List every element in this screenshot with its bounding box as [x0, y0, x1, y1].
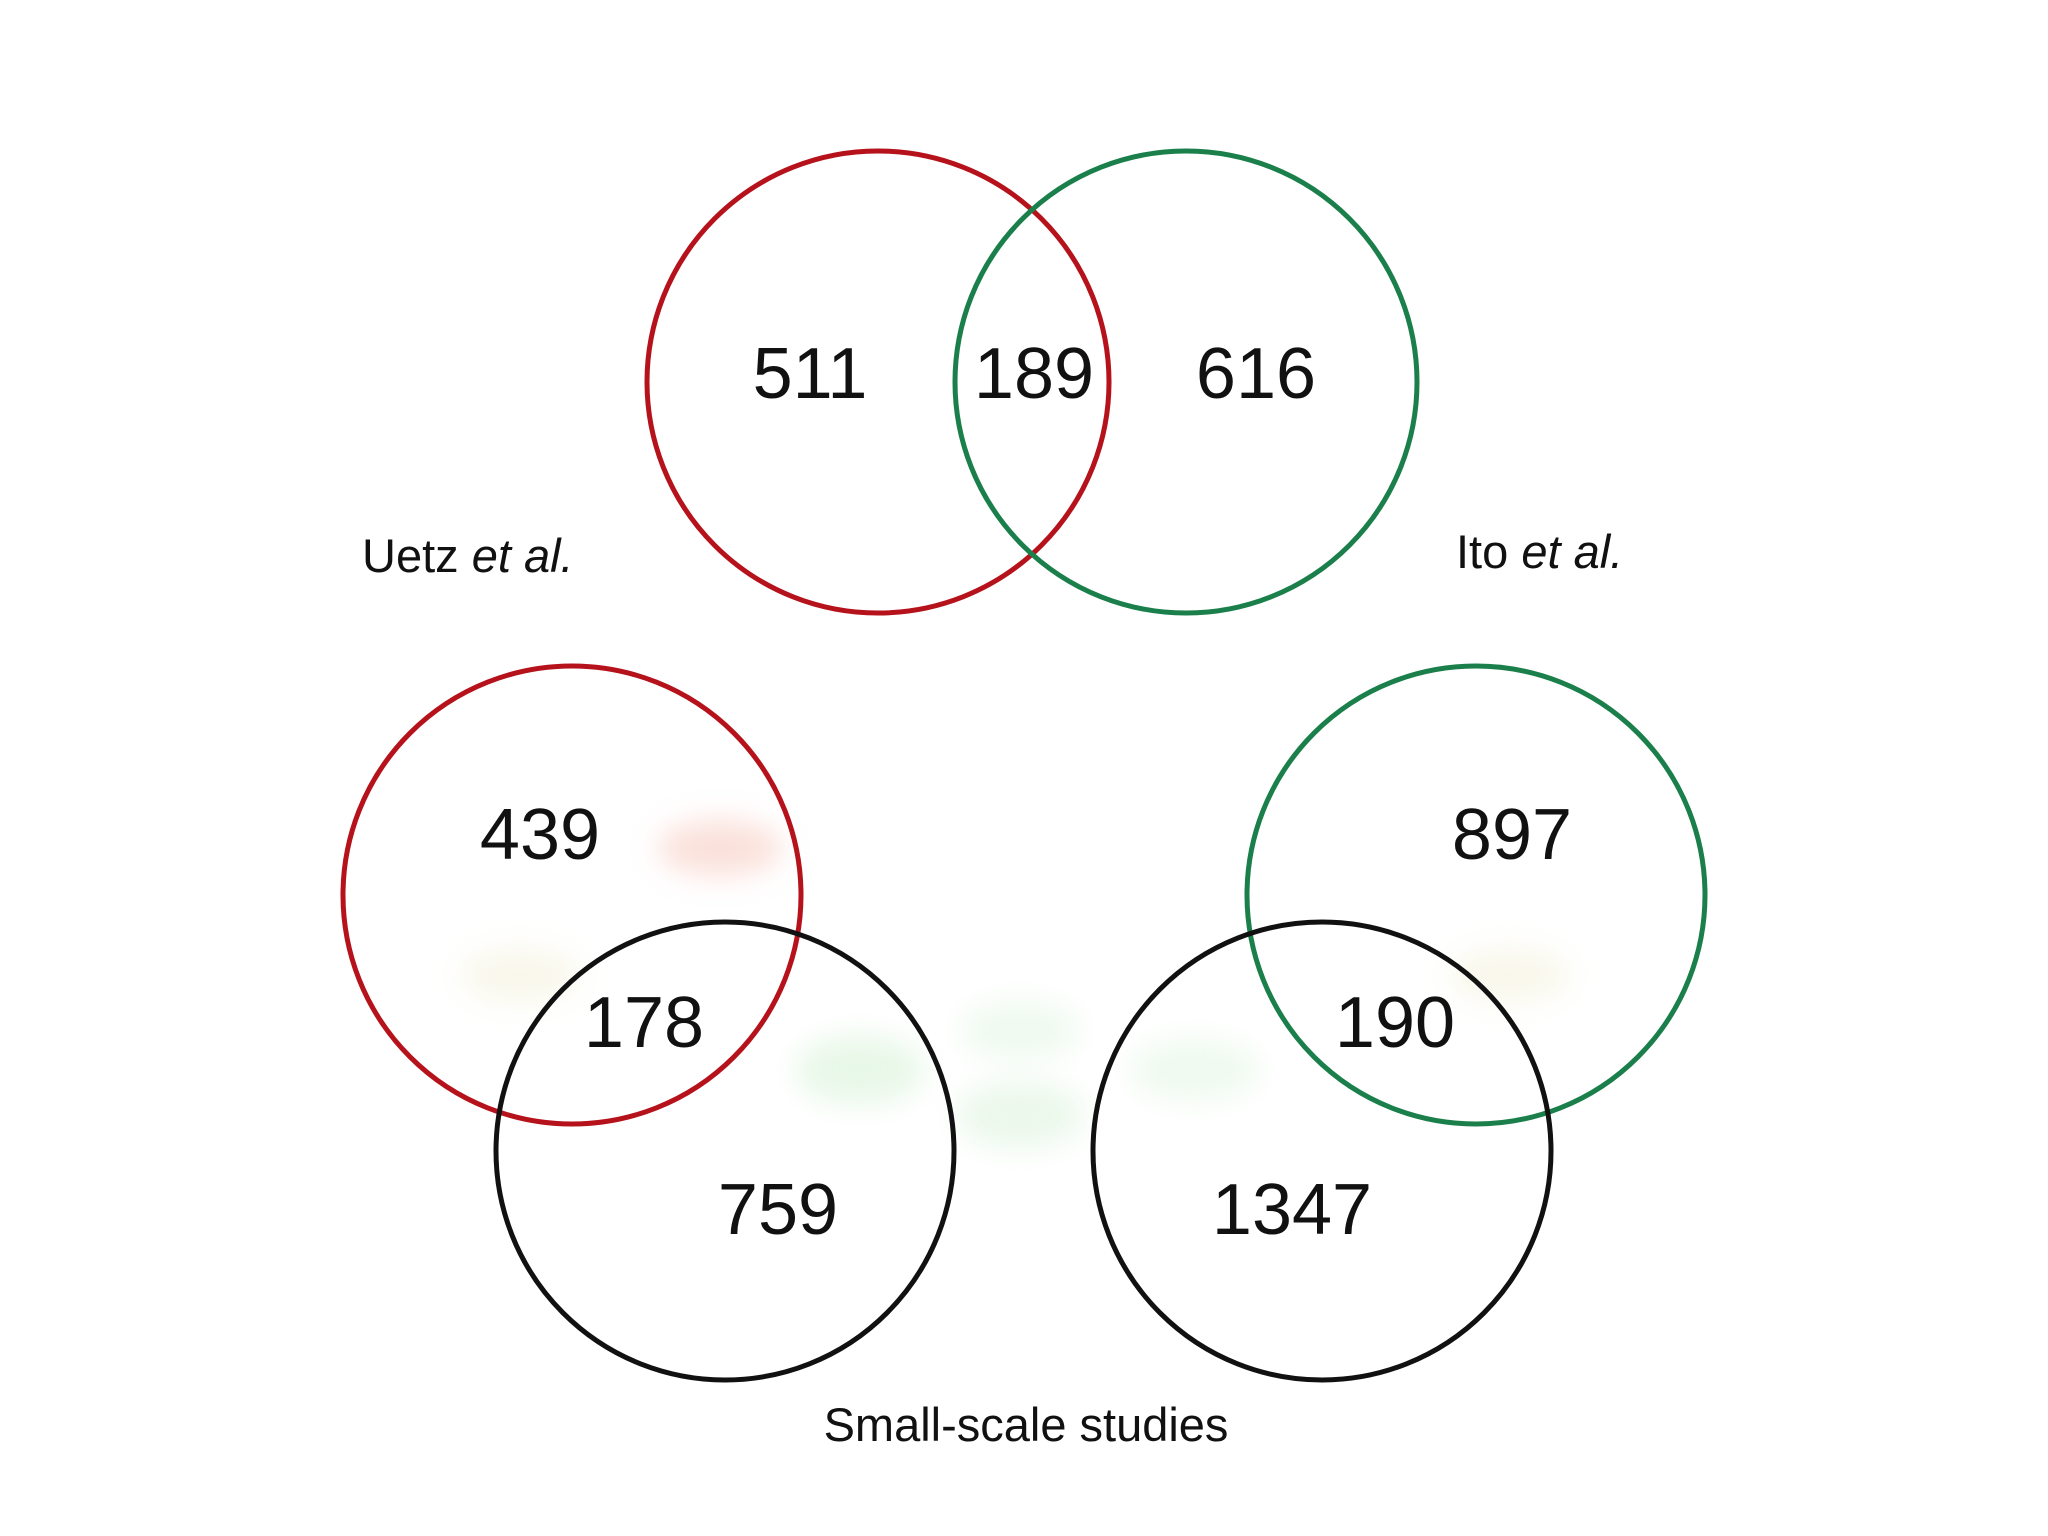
- venn-ito-vs-small-scale: 897 190 1347: [1090, 663, 1708, 1383]
- green-blotch: [1130, 1038, 1260, 1102]
- uetz-label: Uetz et al.: [362, 529, 574, 582]
- small-scale-circle: [493, 919, 957, 1383]
- ito-label: Ito et al.: [1456, 525, 1623, 578]
- uetz-only-count: 439: [480, 795, 600, 875]
- ito-label-name: Ito: [1456, 525, 1508, 578]
- venn-uetz-vs-small-scale: 439 178 759: [340, 663, 957, 1383]
- ito-circle: [1244, 663, 1708, 1127]
- uetz-small-overlap-count: 178: [584, 983, 704, 1063]
- green-blotch: [960, 1000, 1080, 1060]
- yellow-blotch: [1450, 947, 1570, 1003]
- background-blotches: [460, 820, 1570, 1150]
- uetz-label-suffix: et al.: [472, 529, 574, 582]
- pink-blotch: [658, 820, 782, 876]
- uetz-circle: [340, 663, 804, 1127]
- small-only-count: 759: [718, 1170, 838, 1250]
- ito-small-overlap-count: 190: [1335, 983, 1455, 1063]
- small-only-count: 1347: [1212, 1170, 1372, 1250]
- small-scale-circle: [1090, 919, 1554, 1383]
- ito-only-count: 616: [1196, 334, 1316, 414]
- uetz-ito-overlap-count: 189: [974, 334, 1094, 414]
- yellow-blotch: [460, 947, 580, 1003]
- green-blotch: [955, 1080, 1085, 1150]
- small-scale-label: Small-scale studies: [824, 1398, 1229, 1451]
- ito-circle: [952, 148, 1420, 616]
- ito-only-count: 897: [1452, 795, 1572, 875]
- uetz-circle: [644, 148, 1112, 616]
- venn-uetz-vs-ito: 511 189 616: [644, 148, 1420, 616]
- uetz-only-count: 511: [753, 334, 868, 414]
- green-blotch: [795, 1035, 925, 1105]
- uetz-label-name: Uetz: [362, 529, 459, 582]
- ito-label-suffix: et al.: [1521, 525, 1623, 578]
